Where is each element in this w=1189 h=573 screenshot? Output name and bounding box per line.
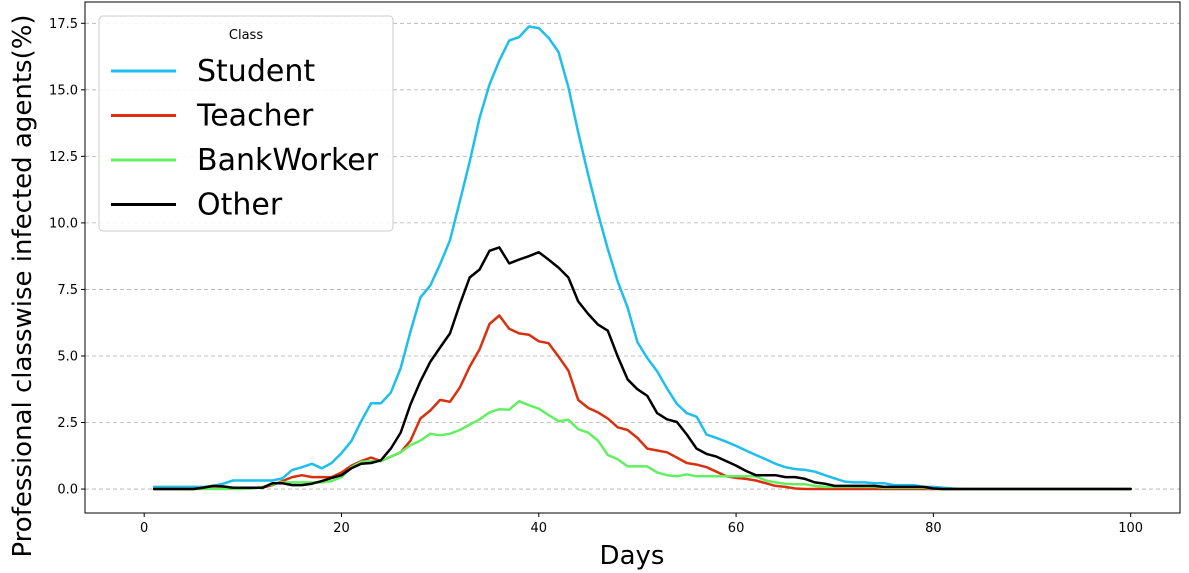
legend: Class Student Teacher BankWorker Other bbox=[98, 15, 394, 232]
y-tick-label: 17.5 bbox=[49, 17, 78, 32]
y-axis-ticks: 0.0 2.5 5.0 7.5 10.0 12.5 15.0 17.5 bbox=[49, 17, 85, 498]
y-tick-label: 12.5 bbox=[49, 150, 78, 165]
x-tick-label: 100 bbox=[1118, 521, 1143, 536]
legend-label-student: Student bbox=[197, 54, 315, 89]
x-tick-label: 60 bbox=[728, 521, 745, 536]
series-line-teacher bbox=[152, 314, 1132, 491]
legend-label-teacher: Teacher bbox=[196, 99, 314, 134]
x-axis-ticks: 0 20 40 60 80 100 bbox=[140, 513, 1143, 536]
x-tick-label: 0 bbox=[140, 521, 148, 536]
plot-frame bbox=[84, 1, 1181, 514]
y-tick-label: 5.0 bbox=[57, 349, 78, 364]
legend-label-other: Other bbox=[197, 188, 283, 223]
y-tick-label: 2.5 bbox=[57, 416, 78, 431]
y-tick-label: 10.0 bbox=[49, 216, 78, 231]
series-line-other bbox=[152, 246, 1132, 491]
y-axis-title: Professional classwise infected agents(%… bbox=[8, 14, 38, 557]
legend-entries: Student Teacher BankWorker Other bbox=[111, 54, 379, 223]
y-tick-label: 7.5 bbox=[57, 283, 78, 298]
legend-title: Class bbox=[229, 28, 263, 43]
y-tick-label: 0.0 bbox=[57, 483, 78, 498]
y-tick-label: 15.0 bbox=[49, 83, 78, 98]
x-axis-title: Days bbox=[600, 541, 665, 571]
x-tick-label: 40 bbox=[531, 521, 548, 536]
series-lines bbox=[152, 25, 1132, 491]
x-tick-label: 80 bbox=[925, 521, 942, 536]
legend-label-bankworker: BankWorker bbox=[197, 143, 379, 178]
x-tick-label: 20 bbox=[333, 521, 350, 536]
